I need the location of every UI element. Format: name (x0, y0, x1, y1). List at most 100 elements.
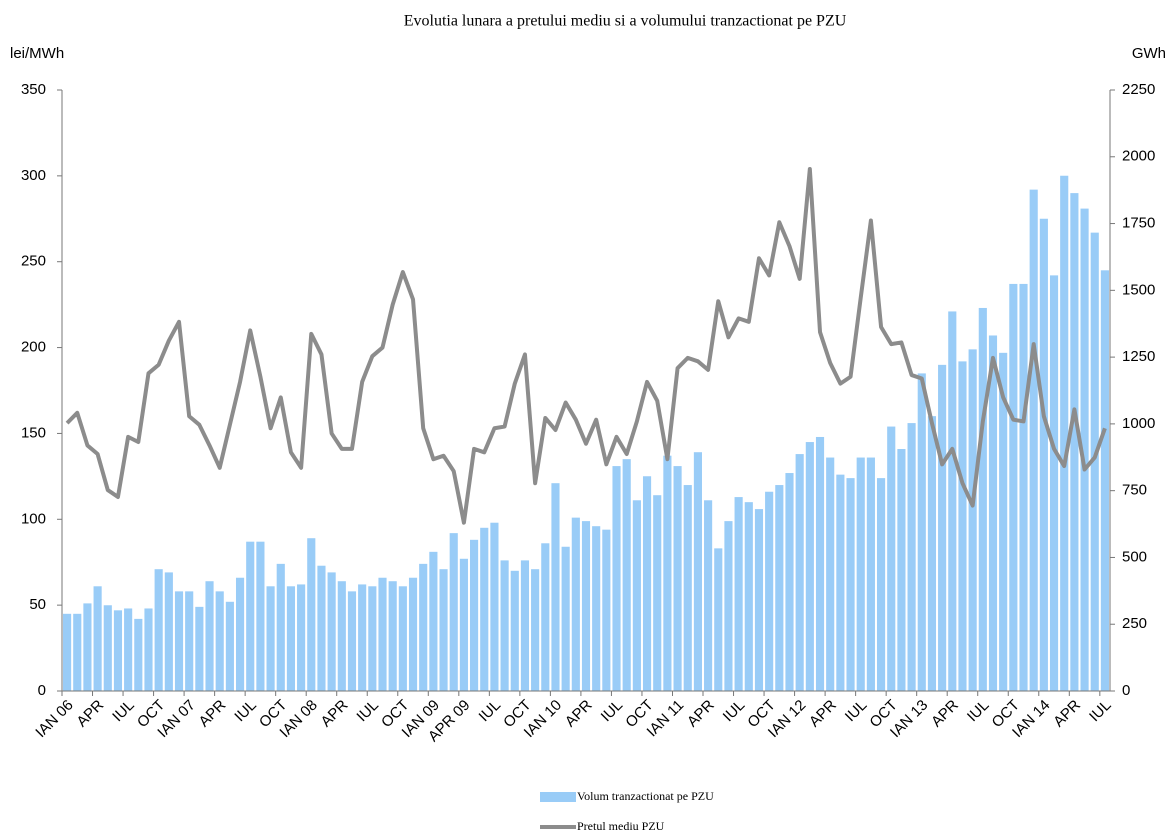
bar (744, 502, 753, 691)
bar (93, 586, 102, 691)
bar (826, 457, 835, 691)
y2-tick-label: 1000 (1122, 415, 1155, 432)
bar (612, 466, 621, 691)
bar (124, 608, 133, 691)
x-tick-label: APR (562, 696, 596, 730)
x-tick-label: APR (684, 696, 718, 730)
bar (927, 416, 937, 691)
bar (673, 466, 682, 691)
x-tick-label: IUL (598, 697, 627, 726)
bar (561, 546, 570, 691)
x-tick-label: APR (928, 696, 962, 730)
bar (805, 442, 814, 691)
bar (897, 448, 906, 691)
bar (480, 527, 489, 691)
y-tick-label: 0 (38, 682, 46, 699)
bar (1080, 208, 1089, 691)
x-tick-label: APR (1050, 696, 1084, 730)
bar (297, 584, 306, 691)
bar (999, 352, 1008, 691)
bar (1100, 270, 1109, 691)
bar (592, 526, 601, 691)
x-tick-label: IUL (842, 697, 871, 726)
bar (988, 335, 998, 691)
bar (327, 572, 336, 691)
bar (785, 473, 794, 691)
bar (225, 601, 234, 691)
y-tick-label: 100 (21, 510, 46, 527)
bar (266, 586, 275, 691)
bar (1029, 189, 1038, 691)
bar (205, 581, 214, 691)
bar (459, 558, 468, 691)
bar (246, 541, 255, 691)
y-tick-label: 50 (29, 596, 46, 613)
bar (1009, 283, 1018, 691)
bar (856, 457, 865, 691)
y-tick-label: 300 (21, 167, 46, 184)
bar (968, 349, 977, 691)
bar (470, 539, 479, 691)
y-tick-label: 250 (21, 253, 46, 270)
bar (73, 613, 82, 691)
bar (653, 495, 662, 691)
bar (541, 543, 550, 691)
y2-tick-label: 1250 (1122, 348, 1155, 365)
x-tick-label: IUL (109, 697, 138, 726)
bar (164, 572, 173, 691)
bar (286, 586, 296, 691)
x-tick-label: IUL (231, 697, 260, 726)
bar (429, 551, 438, 691)
bar (215, 591, 224, 691)
bar (134, 618, 143, 691)
bar (795, 454, 804, 691)
bar (520, 560, 530, 691)
y2-tick-label: 500 (1122, 548, 1147, 565)
bar (1049, 275, 1059, 691)
bar (144, 608, 153, 691)
y2-tick-label: 2000 (1122, 148, 1155, 165)
bar (551, 483, 560, 691)
bar (836, 474, 845, 691)
bar (154, 569, 163, 691)
bar (490, 522, 499, 691)
bar (195, 606, 204, 691)
bar (449, 533, 458, 691)
bar (256, 541, 265, 691)
bar (347, 591, 357, 691)
x-tick-label: IAN 06 (32, 697, 76, 741)
bar (174, 591, 184, 691)
bar (235, 577, 245, 691)
bar (775, 485, 784, 691)
bar (765, 491, 774, 691)
bar (1070, 193, 1079, 691)
bar (938, 364, 947, 691)
bar (378, 577, 387, 691)
bar (693, 452, 702, 691)
bar (510, 570, 519, 691)
x-tick-label: APR (73, 696, 107, 730)
bar (876, 478, 886, 691)
bar (368, 586, 377, 691)
bar (907, 423, 916, 691)
bar (948, 311, 957, 691)
legend-swatch (540, 792, 576, 802)
bar (1019, 283, 1028, 691)
y-tick-label: 200 (21, 339, 46, 356)
bar (419, 563, 428, 691)
bar (388, 581, 397, 691)
bar (683, 485, 692, 691)
bar (734, 497, 743, 691)
bar (571, 517, 580, 691)
bar (754, 509, 764, 691)
y-tick-label: 150 (21, 424, 46, 441)
bar (398, 586, 407, 691)
bar (113, 610, 123, 691)
x-tick-label: IUL (720, 697, 749, 726)
legend-label: Volum tranzactionat pe PZU (577, 789, 714, 803)
y2-tick-label: 2250 (1122, 81, 1155, 98)
line (65, 166, 1107, 525)
bar (408, 577, 418, 691)
y-tick-label: 350 (21, 81, 46, 98)
